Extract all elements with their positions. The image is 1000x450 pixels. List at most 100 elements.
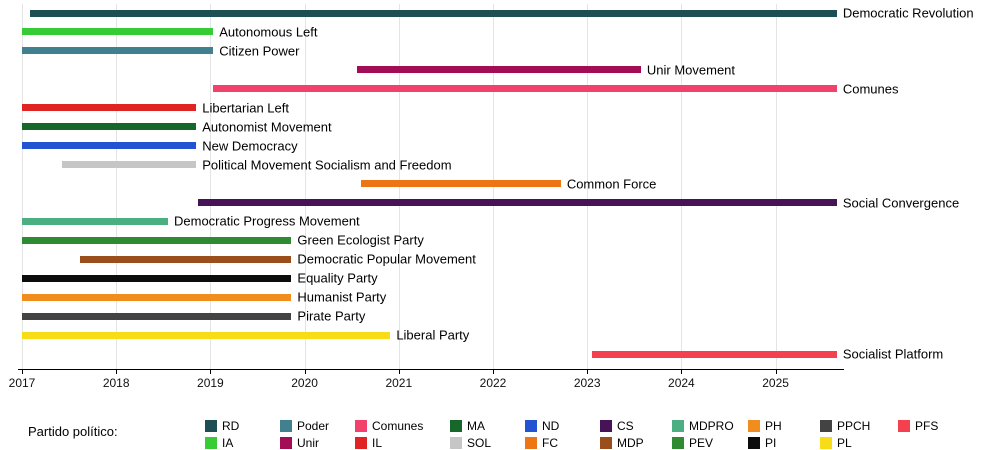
- legend-item-label: PFS: [915, 418, 939, 433]
- bar-label-ND: New Democracy: [202, 138, 298, 154]
- legend-swatch-CS: [600, 419, 612, 432]
- bar-label-Unir: Unir Movement: [646, 62, 736, 78]
- bar-label-Comunes: Comunes: [842, 81, 899, 97]
- legend-item-label: Poder: [297, 418, 330, 433]
- legend-swatch-IL: [355, 436, 367, 449]
- legend-item-label: PEV: [689, 435, 714, 450]
- bar-label-PL: Liberal Party: [396, 327, 470, 343]
- legend-item-PPCH: PPCH: [820, 418, 870, 433]
- x-axis-tick: [681, 369, 683, 374]
- bar-label-MA: Autonomist Movement: [202, 119, 332, 135]
- timeline-bar-PH: [22, 293, 292, 301]
- legend-item-label: Unir: [297, 435, 320, 450]
- legend-column-3: MA SOL: [450, 418, 491, 450]
- timeline-bar-SOL: [61, 161, 197, 169]
- legend-item-label: SOL: [467, 435, 492, 450]
- legend: Partido político: RD IA Poder Unir Comunes IL…: [0, 412, 1000, 450]
- legend-item-RD: RD: [205, 418, 239, 433]
- legend-item-label: MDPRO: [689, 418, 734, 433]
- legend-column-6: MDPRO PEV: [672, 418, 734, 450]
- legend-swatch-IA: [205, 436, 217, 449]
- timeline-bar-Poder: [22, 47, 214, 55]
- legend-item-Comunes: Comunes: [355, 418, 423, 433]
- bar-label-PI: Equality Party: [297, 270, 378, 286]
- x-axis-tick-label: 2022: [479, 376, 507, 390]
- legend-column-2: Comunes IL: [355, 418, 423, 450]
- x-axis-tick: [775, 369, 777, 374]
- timeline-bar-MDP: [80, 255, 292, 263]
- legend-item-label: PPCH: [837, 418, 871, 433]
- timeline-bar-IA: [22, 28, 214, 36]
- x-axis-tick: [210, 369, 212, 374]
- legend-item-PL: PL: [820, 435, 870, 450]
- bar-label-PH: Humanist Party: [297, 289, 387, 305]
- legend-swatch-Unir: [280, 436, 292, 449]
- timeline-bar-RD: [29, 9, 837, 17]
- legend-item-PH: PH: [748, 418, 782, 433]
- legend-item-ND: ND: [525, 418, 559, 433]
- legend-swatch-PI: [748, 436, 760, 449]
- x-axis-tick: [587, 369, 589, 374]
- x-axis-tick-label: 2017: [8, 376, 36, 390]
- legend-item-label: PL: [837, 435, 852, 450]
- legend-swatch-PFS: [898, 419, 910, 432]
- legend-item-CS: CS: [600, 418, 644, 433]
- legend-item-label: PH: [765, 418, 782, 433]
- timeline-bar-IL: [22, 104, 197, 112]
- legend-item-FC: FC: [525, 435, 559, 450]
- x-axis-tick-label: 2019: [197, 376, 224, 390]
- legend-item-label: MA: [467, 418, 485, 433]
- x-axis-tick: [398, 369, 400, 374]
- legend-column-1: Poder Unir: [280, 418, 329, 450]
- bar-label-FC: Common Force: [566, 176, 657, 192]
- x-axis-tick-label: 2023: [573, 376, 601, 390]
- legend-item-label: CS: [617, 418, 634, 433]
- x-axis-tick: [304, 369, 306, 374]
- legend-column-5: CS MDP: [600, 418, 644, 450]
- legend-column-8: PPCH PL: [820, 418, 870, 450]
- legend-item-IA: IA: [205, 435, 239, 450]
- gridline-2023: [587, 4, 589, 369]
- legend-column-9: PFS: [898, 418, 938, 433]
- legend-item-label: FC: [542, 435, 558, 450]
- legend-item-PEV: PEV: [672, 435, 734, 450]
- bar-label-IA: Autonomous Left: [219, 24, 318, 40]
- bar-label-PPCH: Pirate Party: [297, 308, 366, 324]
- bar-label-CS: Social Convergence: [842, 195, 960, 210]
- legend-item-PI: PI: [748, 435, 782, 450]
- x-axis-tick-label: 2021: [385, 376, 413, 390]
- bar-label-PEV: Green Ecologist Party: [297, 232, 424, 248]
- timeline-bar-PI: [22, 274, 292, 282]
- legend-item-label: Comunes: [372, 418, 424, 433]
- legend-item-label: ND: [542, 418, 560, 433]
- x-axis-tick-label: 2024: [668, 376, 695, 390]
- bar-label-RD: Democratic Revolution: [842, 5, 974, 21]
- bar-label-IL: Libertarian Left: [202, 100, 289, 116]
- gridline-2018: [116, 4, 118, 369]
- x-axis-tick-label: 2018: [102, 376, 130, 390]
- legend-swatch-PL: [820, 436, 832, 449]
- legend-item-label: MDP: [617, 435, 644, 450]
- timeline-bar-FC: [361, 180, 561, 188]
- legend-item-label: IL: [372, 435, 383, 450]
- legend-swatch-MDPRO: [672, 419, 684, 432]
- bar-label-PFS: Socialist Platform: [842, 346, 944, 362]
- timeline-bar-ND: [22, 142, 197, 150]
- timeline-bar-PL: [22, 331, 391, 339]
- x-axis-tick: [116, 369, 118, 374]
- x-axis-tick-label: 2020: [291, 376, 318, 390]
- gridline-2024: [681, 4, 683, 369]
- legend-swatch-SOL: [450, 436, 462, 449]
- bar-label-MDP: Democratic Popular Movement: [297, 251, 476, 267]
- bar-label-Poder: Citizen Power: [219, 43, 300, 59]
- gridline-2020: [304, 4, 306, 369]
- bar-label-SOL: Political Movement Socialism and Freedom: [202, 157, 452, 173]
- timeline-bar-Unir: [357, 66, 641, 74]
- legend-item-MDPRO: MDPRO: [672, 418, 734, 433]
- legend-item-IL: IL: [355, 435, 423, 450]
- legend-item-MA: MA: [450, 418, 491, 433]
- legend-item-label: RD: [222, 418, 240, 433]
- legend-swatch-MA: [450, 419, 462, 432]
